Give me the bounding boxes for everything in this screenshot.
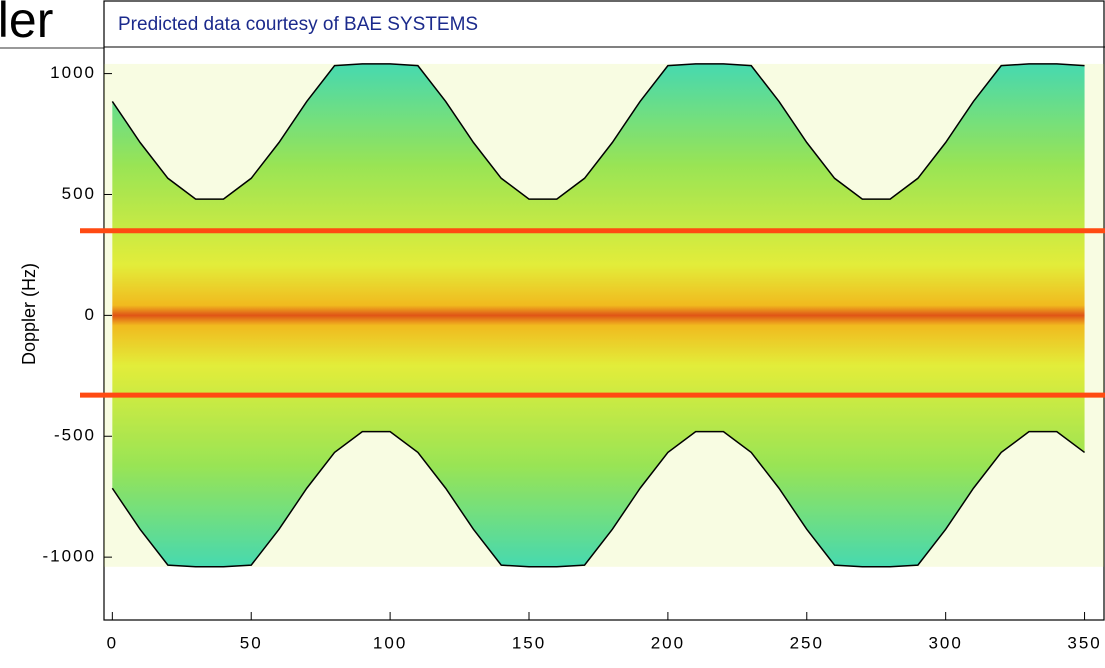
annotation: Predicted data courtesy of BAE SYSTEMS bbox=[118, 14, 478, 35]
envelope-lower bbox=[111, 430, 1086, 568]
slide-title: pler bbox=[0, 0, 53, 48]
y-tick-label: -500 bbox=[54, 426, 96, 445]
y-tick-label: 1000 bbox=[50, 63, 96, 82]
x-tick-label: 150 bbox=[512, 633, 546, 652]
x-tick-label: 200 bbox=[651, 633, 685, 652]
y-tick-label: 500 bbox=[62, 184, 96, 203]
x-tick-label: 250 bbox=[790, 633, 824, 652]
x-tick-label: 300 bbox=[928, 633, 962, 652]
plot-frame bbox=[103, 0, 1105, 621]
x-tick-label: 350 bbox=[1067, 633, 1101, 652]
y-tick-label: 0 bbox=[85, 305, 96, 324]
envelope-upper bbox=[111, 63, 1085, 200]
y-axis-label: Doppler (Hz) bbox=[19, 263, 39, 365]
field-area bbox=[112, 63, 1085, 567]
x-tick-label: 0 bbox=[107, 633, 118, 652]
field-tint bbox=[104, 63, 1104, 567]
x-tick-label: 50 bbox=[240, 633, 263, 652]
y-tick-label: -1000 bbox=[43, 547, 96, 566]
plot-area bbox=[104, 63, 1104, 568]
x-tick-label: 100 bbox=[373, 633, 407, 652]
